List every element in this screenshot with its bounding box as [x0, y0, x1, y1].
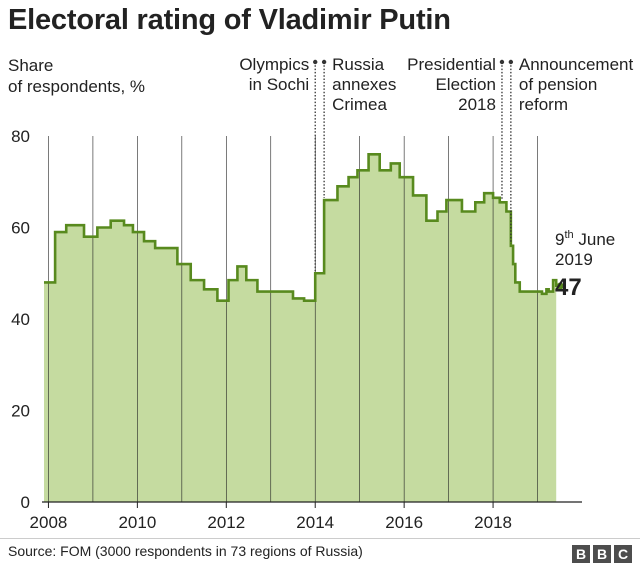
- annotation-label: Election: [435, 75, 495, 94]
- footer-divider: [0, 538, 640, 539]
- annotation-label: of pension: [519, 75, 597, 94]
- x-tick-label: 2018: [474, 513, 512, 532]
- x-tick-label: 2016: [385, 513, 423, 532]
- annotation-dot: [508, 59, 514, 65]
- annotation-label: Olympics: [239, 55, 309, 74]
- chart-title: Electoral rating of Vladimir Putin: [8, 4, 451, 36]
- x-tick-label: 2008: [30, 513, 68, 532]
- y-axis-label: Share of respondents, %: [8, 56, 146, 96]
- series-line: [44, 153, 558, 302]
- x-tick-label: 2010: [118, 513, 156, 532]
- bbc-logo: B B C: [572, 545, 632, 563]
- y-tick-label: 40: [11, 310, 30, 329]
- annotation-label: Crimea: [332, 95, 387, 114]
- x-tick-label: 2012: [207, 513, 245, 532]
- last-point-value: 47: [555, 274, 582, 301]
- bbc-logo-letter: C: [614, 545, 632, 563]
- annotation-dot: [321, 59, 327, 65]
- area-fill: [44, 154, 557, 503]
- chart: 0 20 40 60 80 2008 2010 2012 2014 2016 2018 Olympi…: [11, 55, 634, 532]
- x-tick-label: 2014: [296, 513, 334, 532]
- annotation-label: Announcement: [519, 55, 634, 74]
- annotation-label: 2018: [458, 95, 496, 114]
- source-note: Source: FOM (3000 respondents in 73 regi…: [8, 543, 363, 559]
- last-point-year: 2019: [555, 250, 593, 269]
- annotation-label: annexes: [332, 75, 396, 94]
- bbc-logo-letter: B: [572, 545, 590, 563]
- y-tick-label: 0: [21, 493, 30, 512]
- annotation-dot: [313, 59, 318, 65]
- annotation-label: Presidential: [407, 55, 496, 74]
- last-point-date: 9th June: [555, 229, 615, 249]
- y-tick-label: 60: [11, 219, 30, 238]
- last-point-marker: [556, 282, 564, 290]
- y-tick-label: 20: [11, 402, 30, 421]
- annotation-label: reform: [519, 95, 568, 114]
- annotation-dot: [499, 59, 505, 65]
- annotation-label: Russia: [332, 55, 385, 74]
- y-tick-label: 80: [11, 127, 30, 146]
- bbc-logo-letter: B: [593, 545, 611, 563]
- annotation-label: in Sochi: [249, 75, 309, 94]
